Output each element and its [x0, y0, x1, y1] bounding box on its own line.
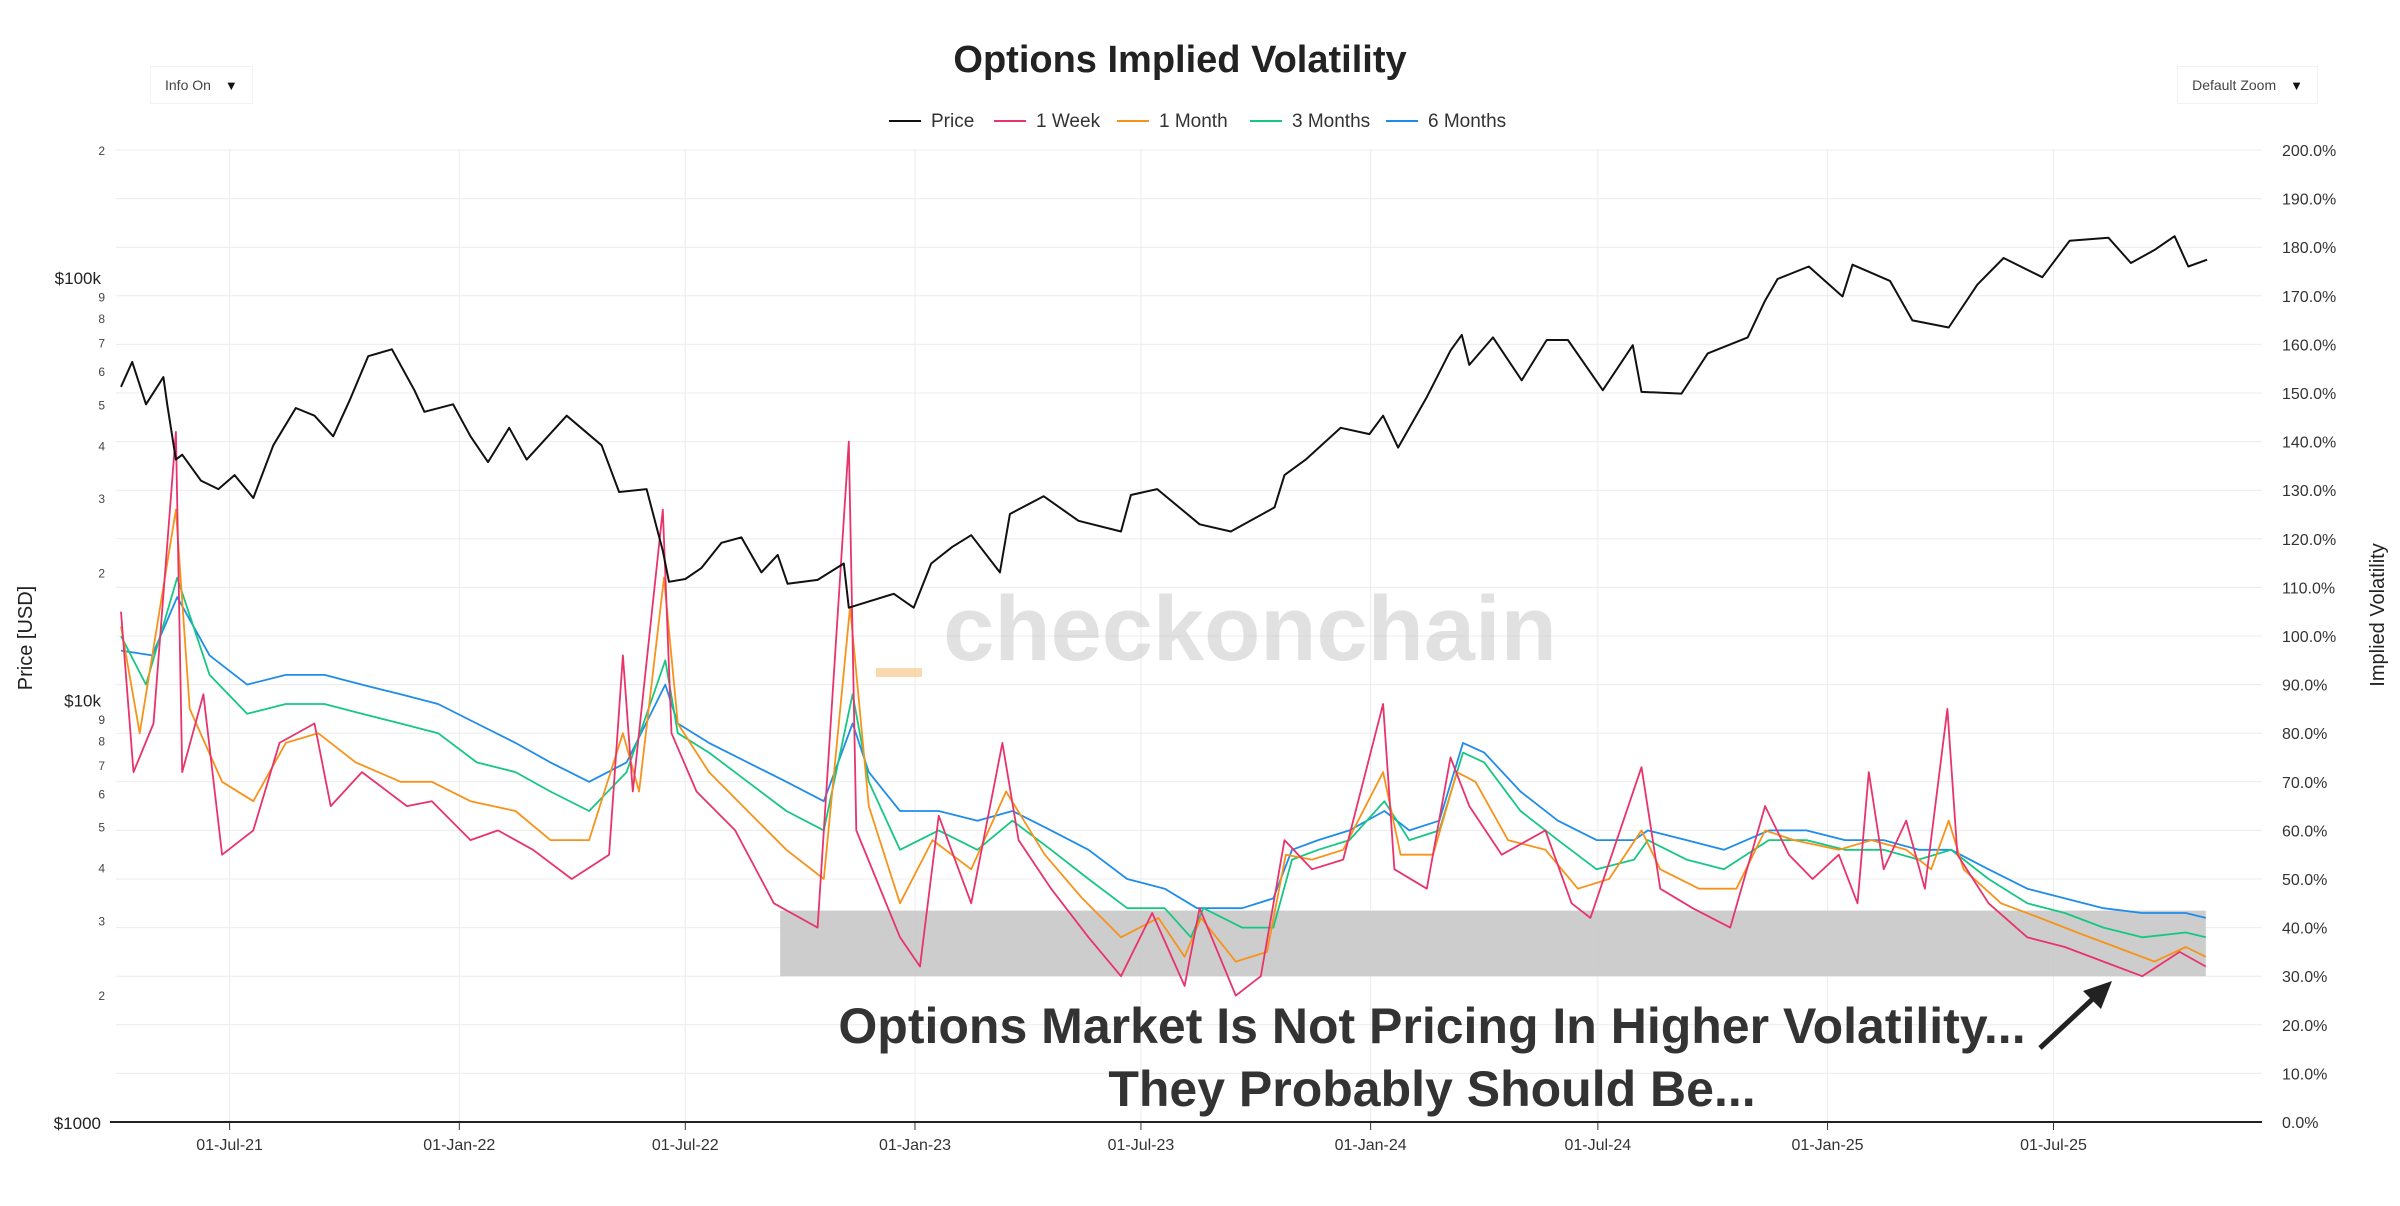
- y-right-tick-label: 90.0%: [2282, 678, 2327, 695]
- y-left-major-tick-label: $10k: [64, 692, 101, 711]
- annotation-line-1: Options Market Is Not Pricing In Higher …: [838, 998, 2025, 1054]
- y-right-tick-label: 170.0%: [2282, 289, 2336, 306]
- series-line-month6: [120, 596, 2207, 919]
- watermark-text: checkonchain: [943, 578, 1557, 680]
- legend-item-price: Price: [931, 111, 974, 132]
- chevron-down-icon: ▼: [224, 77, 238, 93]
- y-left-minor-tick-label: 8: [98, 735, 105, 749]
- y-right-tick-label: 150.0%: [2282, 386, 2336, 403]
- chevron-down-icon: ▼: [2290, 77, 2303, 93]
- x-tick-label: 01-Jul-21: [196, 1137, 263, 1154]
- annotation-band: [780, 910, 2206, 977]
- legend-item-month6: 6 Months: [1428, 111, 1506, 132]
- y-right-tick-label: 0.0%: [2282, 1115, 2318, 1132]
- y-left-minor-tick-label: 8: [98, 312, 105, 326]
- y-right-tick-label: 160.0%: [2282, 337, 2336, 354]
- y-left-minor-tick-label: 5: [98, 398, 105, 412]
- y-right-tick-label: 180.0%: [2282, 240, 2336, 257]
- x-tick-label: 01-Jan-23: [879, 1137, 951, 1154]
- legend-item-month3: 3 Months: [1292, 111, 1370, 132]
- series-line-week1: [120, 430, 2207, 997]
- x-tick-label: 01-Jul-24: [1564, 1137, 1631, 1154]
- y-left-minor-tick-label: 2: [98, 144, 105, 158]
- series-layer: [120, 235, 2208, 997]
- y-right-tick-label: 70.0%: [2282, 775, 2327, 792]
- legend: Price 1 Week 1 Month 3 Months 6 Months: [889, 111, 1506, 132]
- y-right-tick-label: 30.0%: [2282, 969, 2327, 986]
- y-right-tick-label: 140.0%: [2282, 435, 2336, 452]
- info-toggle-label: Info On: [165, 77, 211, 93]
- y-left-minor-tick-label: 5: [98, 821, 105, 835]
- annotation-arrow: [2038, 981, 2112, 1050]
- y-left-minor-tick-label: 2: [98, 989, 105, 1003]
- series-line-price: [120, 235, 2208, 609]
- y-left-minor-tick-label: 9: [98, 713, 105, 727]
- y-left-minor-tick-label: 2: [98, 566, 105, 580]
- chart-title: Options Implied Volatility: [953, 39, 1406, 81]
- annotation-line-2: They Probably Should Be...: [1108, 1061, 1755, 1117]
- y-right-tick-label: 10.0%: [2282, 1066, 2327, 1083]
- annotation-band-layer: [780, 910, 2206, 977]
- y-right-tick-label: 200.0%: [2282, 143, 2336, 160]
- y-right-tick-label: 100.0%: [2282, 629, 2336, 646]
- zoom-dropdown[interactable]: Default Zoom ▼: [2177, 66, 2318, 104]
- x-tick-label: 01-Jan-24: [1335, 1137, 1407, 1154]
- y-left-minor-tick-label: 6: [98, 365, 105, 379]
- x-tick-label: 01-Jul-23: [1108, 1137, 1175, 1154]
- series-line-month1: [120, 508, 2207, 963]
- y-left-minor-tick-label: 4: [98, 439, 105, 453]
- y-right-axis-label: Implied Volatility: [2367, 543, 2389, 686]
- y-right-tick-label: 120.0%: [2282, 532, 2336, 549]
- watermark-logo: [876, 668, 922, 677]
- y-left-minor-tick-label: 6: [98, 787, 105, 801]
- legend-item-week1: 1 Week: [1036, 111, 1101, 132]
- y-left-axis-label: Price [USD]: [15, 586, 37, 690]
- info-toggle-dropdown[interactable]: Info On ▼: [150, 66, 253, 104]
- y-right-tick-label: 190.0%: [2282, 192, 2336, 209]
- y-left-minor-tick-label: 3: [98, 914, 105, 928]
- x-tick-label: 01-Jan-22: [423, 1137, 495, 1154]
- y-right-tick-label: 40.0%: [2282, 921, 2327, 938]
- series-line-month3: [120, 576, 2207, 939]
- y-left-minor-tick-label: 4: [98, 862, 105, 876]
- x-tick-label: 01-Jul-25: [2020, 1137, 2087, 1154]
- y-right-tick-label: 80.0%: [2282, 726, 2327, 743]
- y-right-tick-label: 20.0%: [2282, 1018, 2327, 1035]
- y-left-major-tick-label: $1000: [54, 1114, 101, 1133]
- y-left-minor-tick-label: 3: [98, 492, 105, 506]
- y-right-tick-label: 130.0%: [2282, 483, 2336, 500]
- y-right-tick-label: 50.0%: [2282, 872, 2327, 889]
- y-left-minor-tick-label: 7: [98, 759, 105, 773]
- y-right-tick-label: 60.0%: [2282, 823, 2327, 840]
- x-tick-label: 01-Jan-25: [1792, 1137, 1864, 1154]
- y-left-minor-tick-label: 7: [98, 337, 105, 351]
- x-tick-label: 01-Jul-22: [652, 1137, 719, 1154]
- legend-item-month1: 1 Month: [1159, 111, 1228, 132]
- y-left-minor-tick-label: 9: [98, 290, 105, 304]
- y-right-tick-label: 110.0%: [2282, 580, 2335, 597]
- grid-layer: [116, 149, 2262, 1123]
- axes-layer: 0.0% 10.0% 20.0% 30.0% 40.0% 50.0% 60.0% 70.0% 8…: [54, 143, 2337, 1154]
- y-left-major-tick-label: $100k: [55, 269, 102, 288]
- zoom-dropdown-label: Default Zoom: [2192, 77, 2277, 93]
